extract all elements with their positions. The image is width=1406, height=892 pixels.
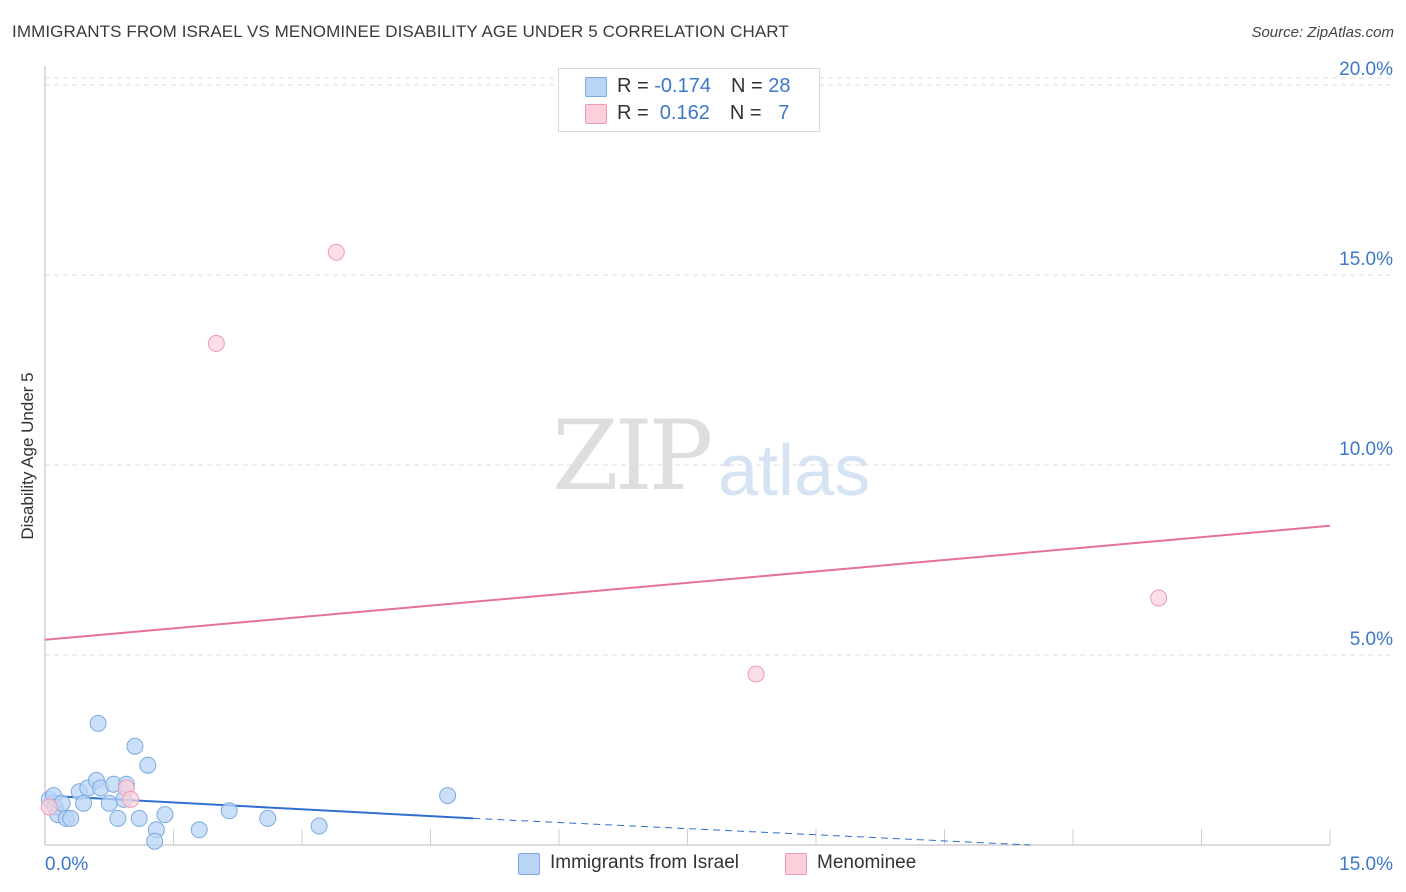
israel-data-point — [100, 794, 118, 812]
y-axis-label: Disability Age Under 5 — [18, 372, 37, 540]
israel-trend-extension — [473, 817, 1031, 846]
legend-n-value: 7 — [767, 102, 790, 124]
israel-data-point — [146, 832, 164, 850]
y-tick-label: 10.0% — [1339, 439, 1393, 460]
chart-title: IMMIGRANTS FROM ISRAEL VS MENOMINEE DISA… — [12, 22, 789, 41]
menominee-data-point — [40, 798, 58, 816]
menominee-swatch — [585, 104, 607, 124]
legend-r-label: R = — [617, 102, 655, 124]
correlation-legend: R = -0.174 N = 28 R = 0.162 N = 7 — [558, 68, 820, 132]
israel-data-point — [310, 817, 328, 835]
israel-data-point — [109, 809, 127, 827]
x-tick-label: 15.0% — [1339, 854, 1393, 875]
x-tick-label: 0.0% — [45, 854, 88, 875]
israel-swatch — [585, 77, 607, 97]
israel-data-point — [62, 809, 80, 827]
israel-legend-label: Immigrants from Israel — [550, 852, 739, 873]
menominee-legend-swatch — [785, 853, 807, 875]
watermark-atlas: atlas — [718, 431, 871, 511]
israel-data-point — [190, 821, 208, 839]
menominee-legend-label: Menominee — [817, 852, 917, 873]
israel-data-point — [130, 809, 148, 827]
legend-n-label: N = — [729, 102, 768, 124]
israel-data-point — [259, 809, 277, 827]
israel-data-point — [220, 802, 238, 820]
israel-legend-swatch — [518, 853, 540, 875]
menominee-data-point — [122, 790, 140, 808]
source-label: Source: ZipAtlas.com — [1251, 24, 1394, 41]
menominee-trend-line — [44, 524, 1331, 641]
menominee-data-point — [1150, 589, 1168, 607]
y-tick-label: 20.0% — [1339, 59, 1393, 80]
y-tick-label: 5.0% — [1350, 629, 1393, 650]
israel-data-point — [439, 787, 457, 805]
menominee-data-point — [327, 243, 345, 261]
menominee-data-point — [747, 665, 765, 683]
legend-r-label: R = — [617, 75, 655, 97]
legend-n-value: 28 — [768, 75, 791, 97]
israel-data-point — [89, 714, 107, 732]
legend-r-value: -0.174 — [654, 75, 711, 97]
israel-data-point — [156, 806, 174, 824]
y-tick-label: 15.0% — [1339, 249, 1393, 270]
israel-data-point — [139, 756, 157, 774]
israel-data-point — [75, 794, 93, 812]
legend-r-value: 0.162 — [654, 102, 710, 124]
watermark-zip: ZIP — [552, 400, 713, 512]
israel-data-point — [126, 737, 144, 755]
menominee-data-point — [207, 334, 225, 352]
legend-n-label: N = — [730, 75, 769, 97]
